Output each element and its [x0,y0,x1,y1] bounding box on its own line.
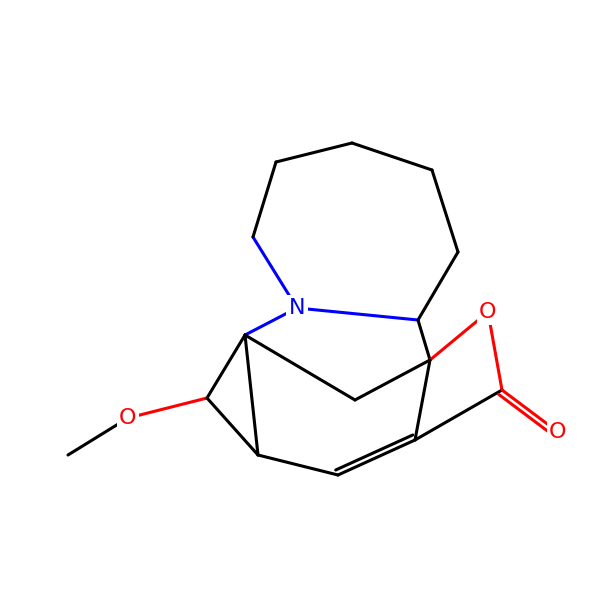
Text: O: O [549,422,567,442]
Text: O: O [119,408,137,428]
Text: O: O [479,302,497,322]
Text: N: N [289,298,305,318]
